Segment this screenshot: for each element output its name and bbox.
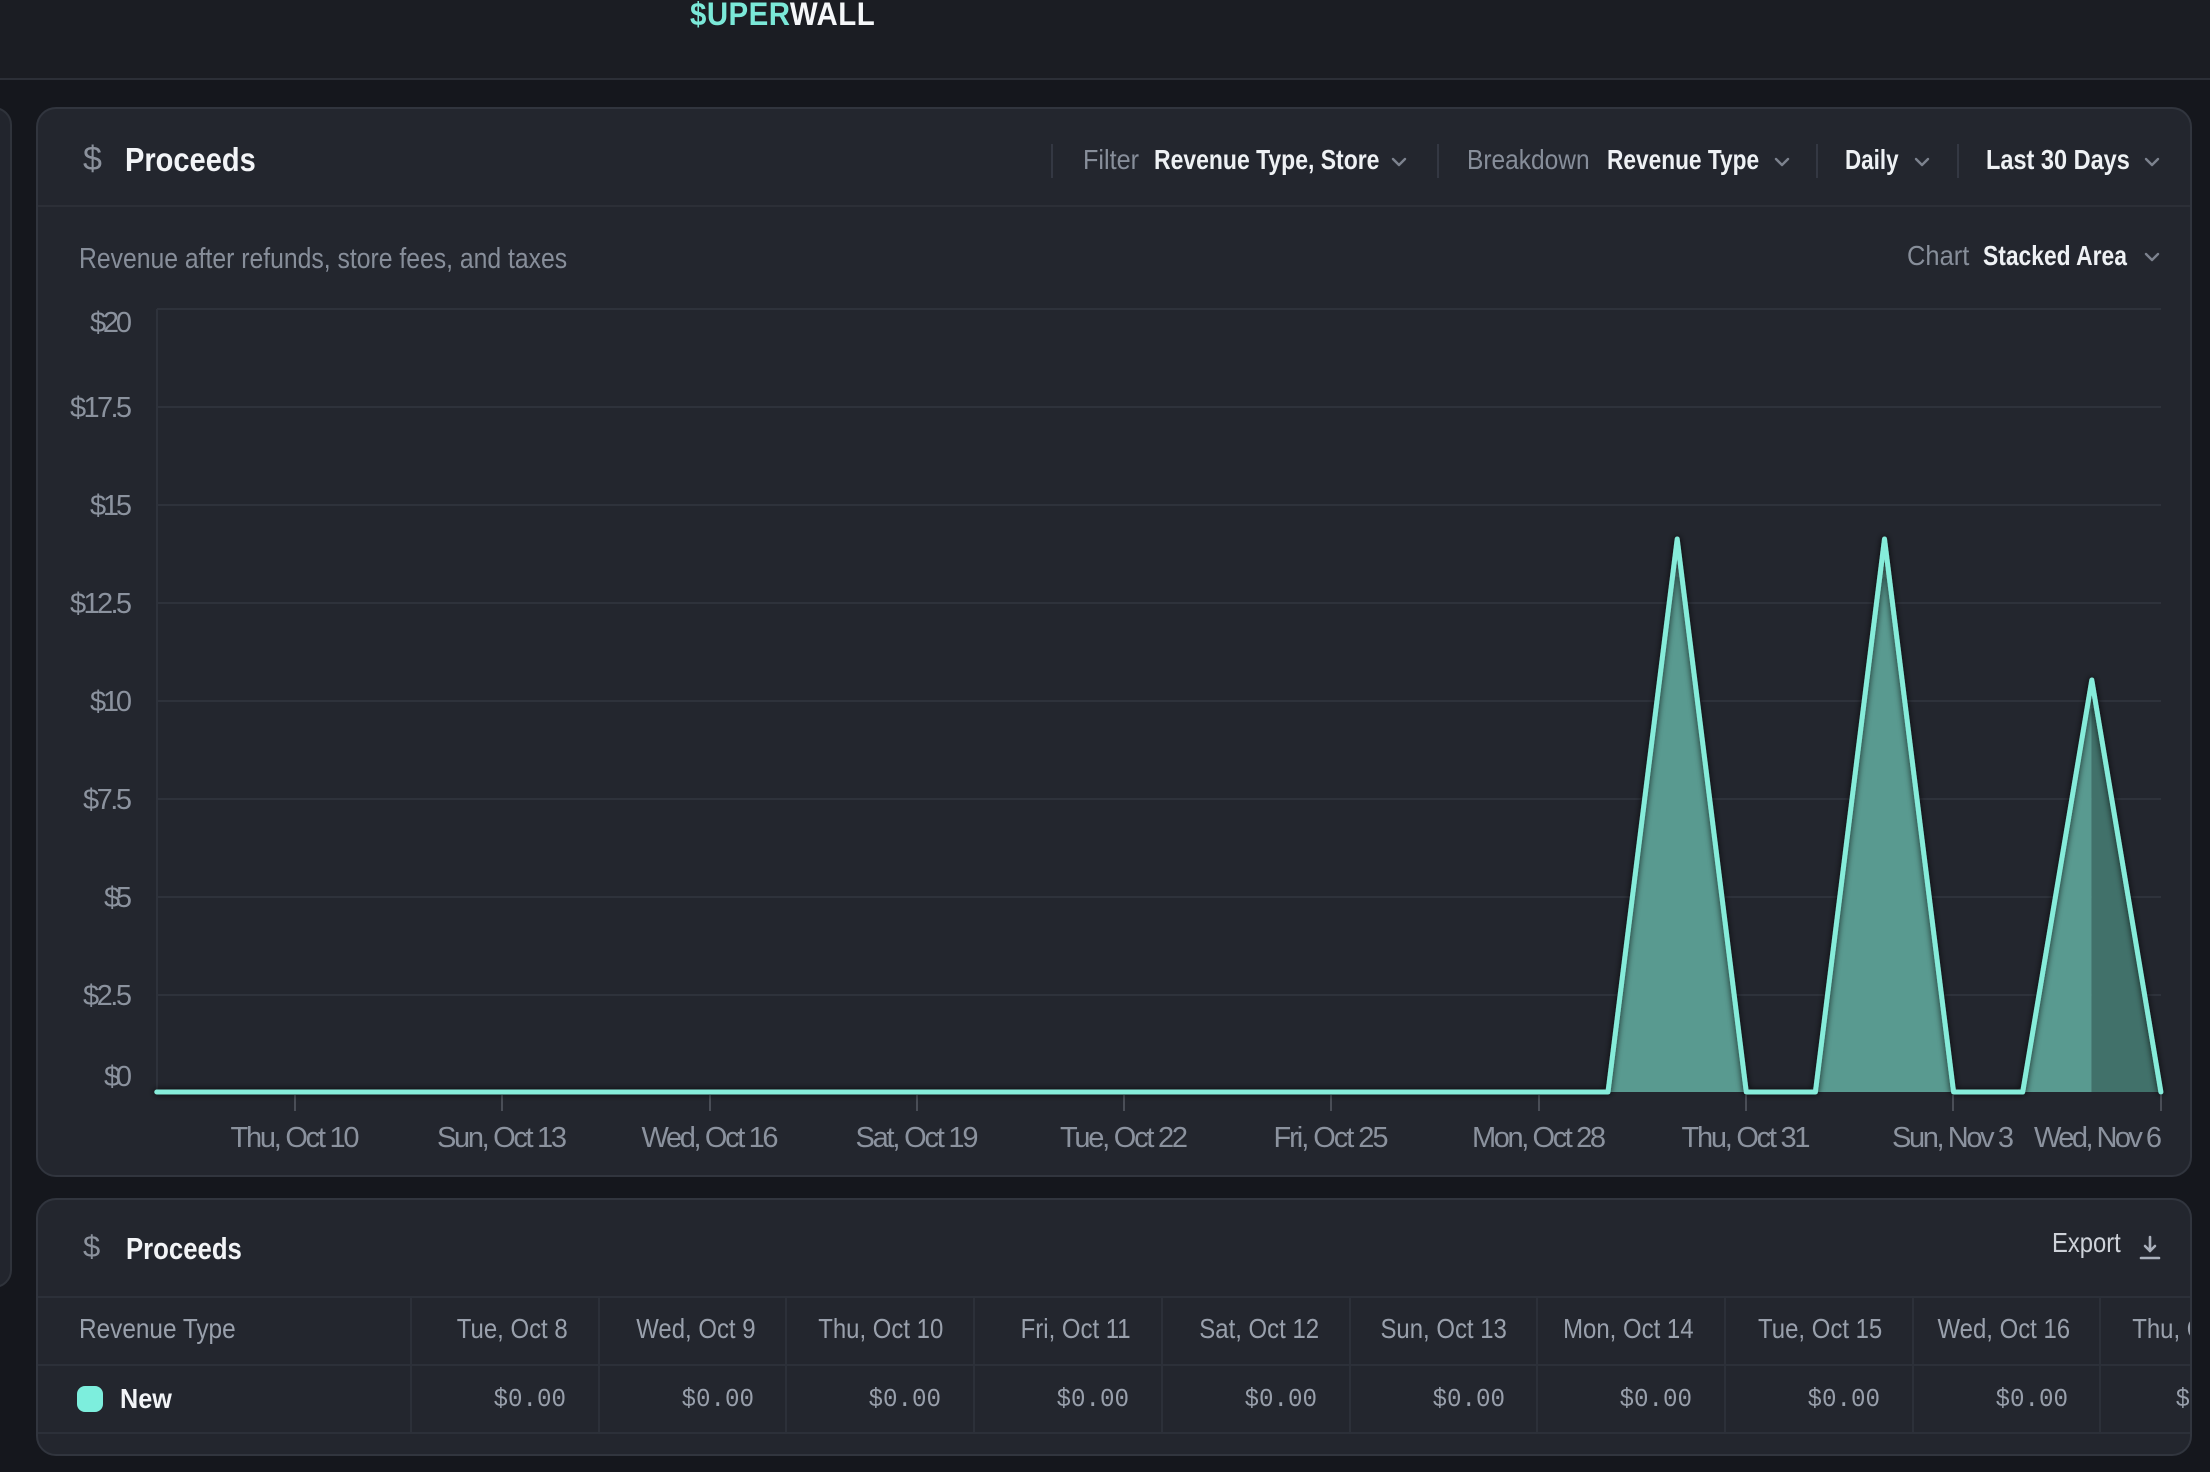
svg-text:Sun, Oct 13: Sun, Oct 13 — [437, 1122, 567, 1154]
svg-text:$7.5: $7.5 — [83, 784, 132, 816]
svg-text:$17.5: $17.5 — [70, 392, 132, 424]
svg-text:$15: $15 — [90, 490, 132, 522]
svg-text:$0: $0 — [104, 1061, 132, 1093]
svg-text:Fri, Oct 25: Fri, Oct 25 — [1274, 1122, 1389, 1154]
svg-text:Tue, Oct 22: Tue, Oct 22 — [1060, 1122, 1188, 1154]
svg-text:$20: $20 — [90, 307, 132, 339]
svg-text:Sun, Nov 3: Sun, Nov 3 — [1892, 1122, 2014, 1154]
svg-text:$12.5: $12.5 — [70, 588, 132, 620]
svg-text:Wed, Oct 16: Wed, Oct 16 — [642, 1122, 779, 1154]
svg-text:Sat, Oct 19: Sat, Oct 19 — [856, 1122, 979, 1154]
svg-text:$5: $5 — [104, 882, 132, 914]
svg-text:Mon, Oct 28: Mon, Oct 28 — [1472, 1122, 1606, 1154]
svg-text:Thu, Oct 31: Thu, Oct 31 — [1682, 1122, 1811, 1154]
svg-text:Thu, Oct 10: Thu, Oct 10 — [231, 1122, 360, 1154]
svg-text:$2.5: $2.5 — [83, 980, 132, 1012]
svg-text:$10: $10 — [90, 686, 132, 718]
svg-text:Wed, Nov 6: Wed, Nov 6 — [2034, 1122, 2162, 1154]
